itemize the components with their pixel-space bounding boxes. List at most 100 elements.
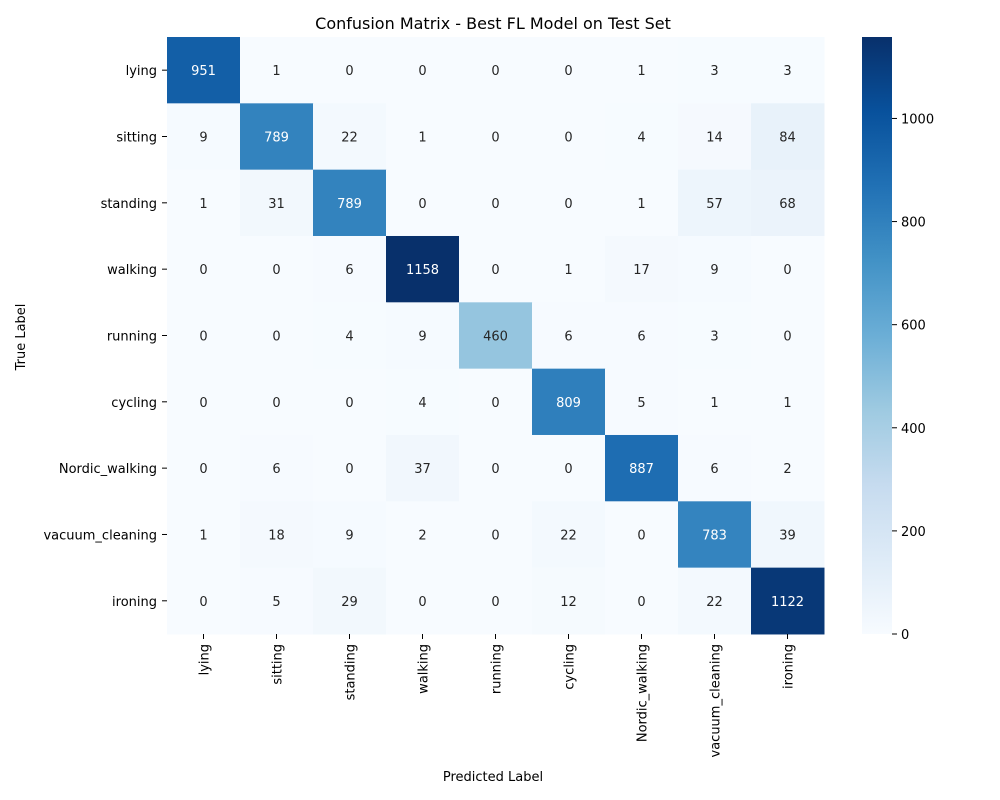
heatmap-cell — [678, 235, 752, 303]
x-tick-label: standing — [344, 644, 359, 700]
cell-value-label: 783 — [702, 528, 727, 543]
cell-value-label: 951 — [191, 64, 216, 79]
cell-value-label: 4 — [345, 329, 353, 344]
cell-value-label: 0 — [783, 263, 791, 278]
y-tick-label: sitting — [116, 130, 157, 145]
heatmap-cell — [751, 434, 825, 502]
cell-value-label: 460 — [483, 329, 508, 344]
heatmap-cell — [167, 302, 241, 370]
x-tick-label: running — [490, 644, 505, 694]
heatmap-cells: 951 1 0 0 0 0 1 3 39 789 22 1 0 0 4 14 841 31 789 0 0 0 1 57 680… — [167, 37, 825, 635]
heatmap-cell — [386, 169, 460, 237]
heatmap-cell — [167, 169, 241, 237]
heatmap-cell — [678, 567, 752, 635]
heatmap-cell — [386, 37, 460, 104]
cell-value-label: 0 — [199, 595, 207, 610]
heatmap-cell — [532, 434, 606, 502]
cell-value-label: 68 — [779, 197, 796, 212]
heatmap-cell — [386, 501, 460, 569]
heatmap-cell — [386, 567, 460, 635]
cell-value-label: 0 — [199, 329, 207, 344]
heatmap-cell — [532, 169, 606, 237]
heatmap-cell — [240, 235, 314, 303]
heatmap-cell — [532, 302, 606, 370]
heatmap-cell — [167, 434, 241, 502]
heatmap-cell — [386, 368, 460, 436]
cell-value-label: 57 — [706, 197, 723, 212]
cell-value-label: 0 — [564, 64, 572, 79]
cell-value-label: 2 — [418, 528, 426, 543]
x-tick-label: walking — [417, 644, 432, 694]
cell-value-label: 3 — [783, 64, 791, 79]
y-tick-label: vacuum_cleaning — [43, 528, 157, 543]
heatmap-cell — [605, 567, 679, 635]
cell-value-label: 0 — [637, 528, 645, 543]
cell-value-label: 12 — [560, 595, 577, 610]
cell-value-label: 6 — [564, 329, 572, 344]
cell-value-label: 37 — [414, 462, 431, 477]
cell-value-label: 0 — [491, 462, 499, 477]
cell-value-label: 31 — [268, 197, 285, 212]
cell-value-label: 0 — [637, 595, 645, 610]
cell-value-label: 0 — [345, 396, 353, 411]
cell-value-label: 0 — [491, 197, 499, 212]
heatmap-cell — [678, 501, 752, 569]
colorbar-tick-label: 800 — [901, 216, 926, 231]
y-tick-label: lying — [126, 64, 157, 79]
cell-value-label: 0 — [345, 462, 353, 477]
cell-value-label: 9 — [710, 263, 718, 278]
x-tick-label: vacuum_cleaning — [709, 644, 724, 758]
heatmap-cell — [313, 103, 387, 171]
cell-value-label: 1 — [564, 263, 572, 278]
y-tick-label: walking — [107, 263, 157, 278]
heatmap-cell — [386, 103, 460, 171]
cell-value-label: 4 — [637, 130, 645, 145]
colorbar-tick-label: 1000 — [901, 112, 934, 127]
heatmap-cell — [313, 37, 387, 104]
heatmap-cell — [167, 235, 241, 303]
heatmap-cell — [751, 368, 825, 436]
heatmap-cell — [751, 501, 825, 569]
cell-value-label: 6 — [272, 462, 280, 477]
heatmap-cell — [678, 302, 752, 370]
cell-value-label: 0 — [418, 197, 426, 212]
heatmap-cell — [605, 169, 679, 237]
cell-value-label: 0 — [491, 595, 499, 610]
cell-value-label: 6 — [637, 329, 645, 344]
cell-value-label: 0 — [272, 263, 280, 278]
cell-value-label: 3 — [710, 329, 718, 344]
cell-value-label: 0 — [564, 197, 572, 212]
heatmap-cell — [167, 567, 241, 635]
heatmap-cell — [678, 37, 752, 104]
y-tick-label: standing — [101, 197, 157, 212]
cell-value-label: 1 — [418, 130, 426, 145]
heatmap-cell — [313, 169, 387, 237]
x-axis-label: Predicted Label — [443, 770, 543, 785]
heatmap-cell — [678, 434, 752, 502]
cell-value-label: 29 — [341, 595, 358, 610]
heatmap-cell — [605, 434, 679, 502]
heatmap-cell — [459, 302, 533, 370]
heatmap-cell — [313, 434, 387, 502]
cell-value-label: 6 — [345, 263, 353, 278]
cell-value-label: 0 — [272, 329, 280, 344]
heatmap-cell — [678, 103, 752, 171]
cell-value-label: 789 — [337, 197, 362, 212]
cell-value-label: 1122 — [771, 595, 804, 610]
cell-value-label: 0 — [199, 462, 207, 477]
heatmap-cell — [678, 169, 752, 237]
heatmap-cell — [751, 103, 825, 171]
heatmap-cell — [532, 501, 606, 569]
heatmap-cell — [605, 368, 679, 436]
heatmap-cell — [386, 302, 460, 370]
cell-value-label: 2 — [783, 462, 791, 477]
cell-value-label: 0 — [491, 130, 499, 145]
heatmap-cell — [167, 501, 241, 569]
colorbar-ticks: 0 200 400 600 800 1000 — [892, 112, 934, 643]
cell-value-label: 9 — [199, 130, 207, 145]
cell-value-label: 1 — [710, 396, 718, 411]
cell-value-label: 1 — [637, 197, 645, 212]
heatmap-cell — [459, 37, 533, 104]
heatmap-cell — [751, 567, 825, 635]
